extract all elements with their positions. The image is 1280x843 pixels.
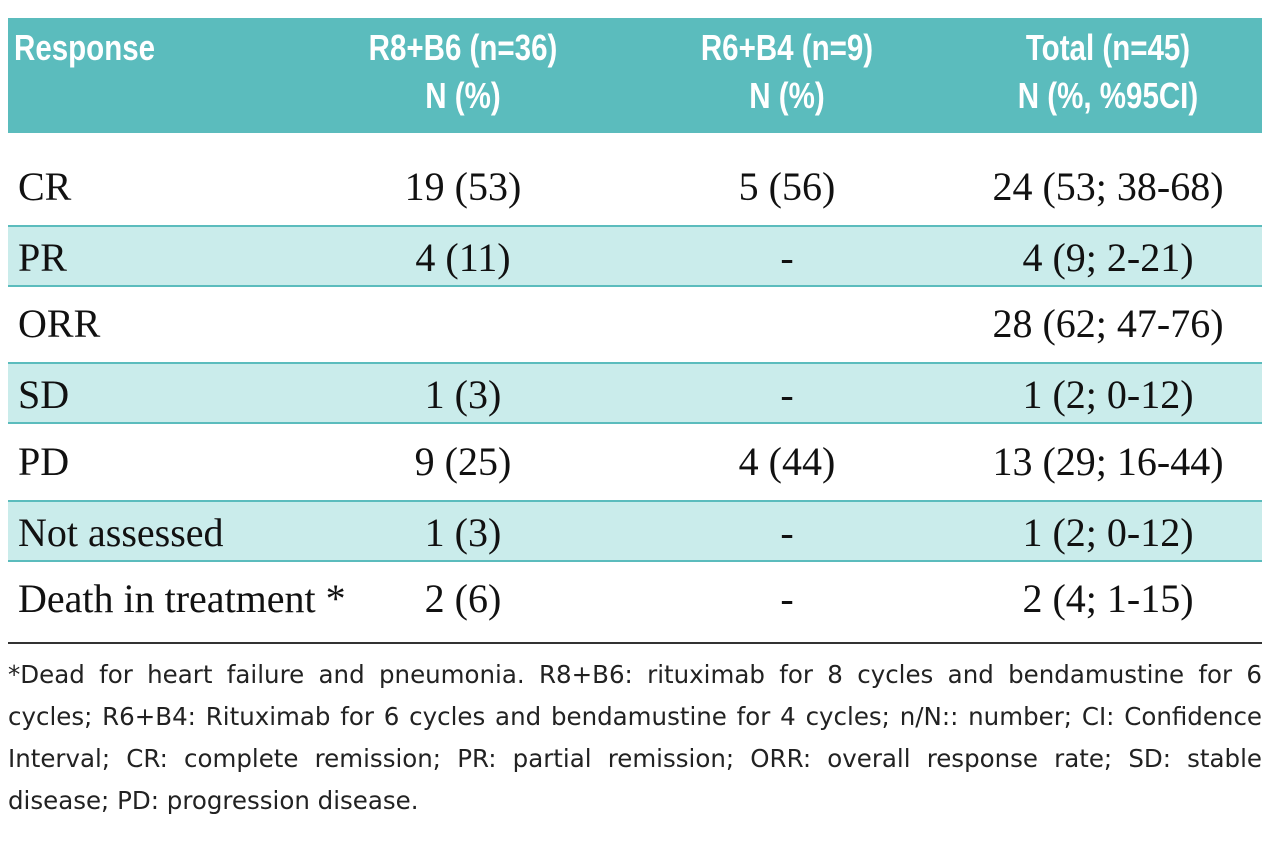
header-cell: R8+B6 (n=36) N (%) [299, 24, 627, 120]
table-cell: 9 (25) [414, 438, 512, 484]
header-cell: Total (n=45) N (%, %95CI) [944, 24, 1272, 120]
table-cell: - [780, 576, 794, 622]
header-cell: Response [14, 24, 155, 72]
table-cell: - [780, 509, 794, 555]
row-label: SD [18, 372, 70, 418]
table-cell: 19 (53) [404, 164, 522, 209]
table-row: PR 4 (11) - 4 (9; 2-21) [8, 224, 1262, 287]
table-cell: 4 (9; 2-21) [1022, 234, 1194, 280]
row-label: PR [18, 234, 67, 280]
row-label: ORR [18, 301, 101, 347]
header-line: N (%, %95CI) [1017, 75, 1199, 116]
table-row: PD 9 (25) 4 (44) 13 (29; 16-44) [8, 431, 1262, 493]
table-cell: 5 (56) [738, 164, 836, 209]
table-cell: - [780, 234, 794, 280]
row-label: PD [18, 438, 70, 484]
table-cell: 28 (62; 47-76) [992, 301, 1224, 347]
header-line: R6+B4 (n=9) [700, 27, 874, 68]
table-row: Death in treatment * 2 (6) - 2 (4; 1-15) [8, 568, 1262, 630]
table-row: Not assessed 1 (3) - 1 (2; 0-12) [8, 499, 1262, 562]
table-cell: 24 (53; 38-68) [992, 164, 1224, 209]
table-row: SD 1 (3) - 1 (2; 0-12) [8, 362, 1262, 425]
footnote: *Dead for heart failure and pneumonia. R… [8, 660, 1262, 815]
header-line: Response [14, 27, 156, 68]
row-label: Death in treatment * [18, 576, 346, 622]
table-cell: - [780, 372, 794, 418]
header-cell: R6+B4 (n=9) N (%) [623, 24, 951, 120]
table-cell: 2 (4; 1-15) [1022, 576, 1194, 622]
table-header: Response R8+B6 (n=36) N (%) R6+B4 (n=9) N (%… [8, 18, 1262, 133]
row-label: Not assessed [18, 509, 224, 555]
table-row: CR 19 (53) 5 (56) 24 (53; 38-68) [8, 156, 1262, 218]
table-row: ORR 28 (62; 47-76) [8, 293, 1262, 355]
table-cell: 13 (29; 16-44) [992, 438, 1224, 484]
table-cell: 1 (2; 0-12) [1022, 372, 1194, 418]
header-line: Total (n=45) [1025, 27, 1191, 68]
table-cell: 1 (3) [424, 509, 502, 555]
table-rule [8, 642, 1262, 644]
header-line: N (%) [749, 75, 825, 116]
table-cell: 1 (2; 0-12) [1022, 509, 1194, 555]
header-line: N (%) [425, 75, 501, 116]
table-cell: 4 (44) [738, 438, 836, 484]
table-cell: 2 (6) [424, 576, 502, 622]
table-cell: 4 (11) [415, 234, 511, 280]
table-cell: 1 (3) [424, 372, 502, 418]
row-label: CR [18, 164, 72, 209]
header-line: R8+B6 (n=36) [368, 27, 558, 68]
